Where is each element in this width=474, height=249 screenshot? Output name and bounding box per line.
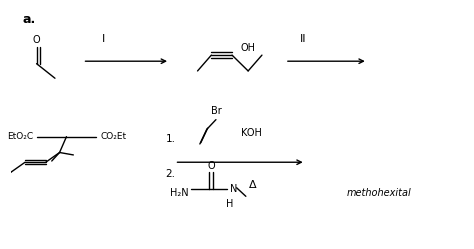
Text: I: I [101,34,105,44]
Text: methohexital: methohexital [347,188,411,198]
Text: OH: OH [241,43,255,53]
Text: O: O [33,35,40,45]
Text: 1.: 1. [165,134,175,144]
Text: H: H [226,199,233,209]
Text: N: N [230,184,237,194]
Text: EtO₂C: EtO₂C [7,132,33,141]
Text: O: O [207,161,215,171]
Text: KOH: KOH [241,128,262,138]
Text: CO₂Et: CO₂Et [101,132,127,141]
Text: H₂N: H₂N [170,188,188,198]
Text: 2.: 2. [165,169,175,180]
Text: II: II [300,34,307,44]
Text: a.: a. [23,12,36,25]
Text: Δ: Δ [249,180,256,190]
Text: Br: Br [211,106,222,116]
